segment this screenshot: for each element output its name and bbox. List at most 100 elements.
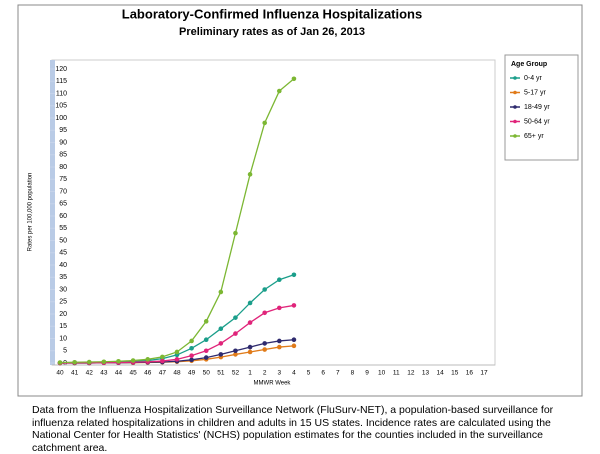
x-tick-label: 14 bbox=[437, 370, 445, 377]
data-point bbox=[247, 349, 253, 355]
data-point bbox=[291, 272, 297, 278]
y-tick-label: 110 bbox=[56, 90, 67, 97]
data-point bbox=[233, 331, 238, 336]
data-point bbox=[233, 230, 238, 236]
x-tick-label: 12 bbox=[407, 370, 415, 377]
y-tick-label: 90 bbox=[59, 139, 67, 146]
data-point bbox=[57, 360, 63, 365]
x-tick-label: 50 bbox=[203, 370, 211, 377]
data-point bbox=[247, 172, 253, 177]
y-tick-label: 75 bbox=[59, 176, 67, 183]
x-tick-label: 51 bbox=[217, 370, 225, 377]
data-point bbox=[233, 315, 238, 320]
x-axis-label: MMWR Week bbox=[254, 381, 292, 387]
y-tick-label: 40 bbox=[59, 262, 67, 269]
data-point bbox=[174, 357, 180, 362]
data-point bbox=[262, 287, 267, 292]
y-tick-label: 70 bbox=[59, 188, 67, 195]
y-tick-label: 60 bbox=[59, 213, 67, 220]
data-point bbox=[189, 353, 194, 358]
data-point bbox=[203, 337, 209, 343]
y-tick-label: 30 bbox=[59, 286, 67, 293]
x-tick-label: 8 bbox=[351, 370, 355, 377]
data-point bbox=[218, 326, 224, 332]
x-tick-label: 16 bbox=[466, 370, 474, 377]
data-point bbox=[277, 344, 282, 350]
data-point bbox=[277, 277, 282, 283]
data-point bbox=[247, 344, 253, 350]
x-tick-label: 6 bbox=[321, 370, 325, 377]
x-tick-label: 7 bbox=[336, 370, 340, 377]
data-point bbox=[218, 341, 224, 346]
y-axis-label: Rates per 100,000 population bbox=[28, 173, 34, 252]
data-point bbox=[218, 289, 224, 295]
data-point bbox=[189, 338, 194, 344]
legend-label: 0-4 yr bbox=[524, 75, 543, 82]
data-point bbox=[203, 348, 209, 354]
y-tick-label: 100 bbox=[55, 115, 67, 122]
data-point bbox=[262, 347, 267, 352]
legend-dot bbox=[513, 105, 517, 109]
data-point bbox=[262, 120, 267, 126]
data-point bbox=[218, 352, 224, 357]
data-point bbox=[189, 346, 194, 351]
legend-dot bbox=[513, 134, 517, 138]
data-point bbox=[291, 303, 297, 308]
chart: Laboratory-Confirmed Influenza Hospitali… bbox=[17, 4, 583, 397]
data-point bbox=[116, 358, 121, 364]
x-tick-label: 43 bbox=[100, 370, 108, 377]
data-point bbox=[130, 358, 136, 363]
data-point bbox=[247, 300, 253, 306]
data-point bbox=[262, 310, 267, 316]
y-tick-label: 10 bbox=[59, 335, 67, 342]
data-point bbox=[160, 354, 165, 360]
x-tick-label: 9 bbox=[365, 370, 369, 377]
x-tick-label: 17 bbox=[480, 370, 488, 377]
data-point bbox=[160, 358, 165, 364]
y-tick-label: 80 bbox=[59, 164, 67, 171]
y-tick-label: 5 bbox=[63, 348, 67, 355]
data-point bbox=[145, 357, 151, 362]
legend-title: Age Group bbox=[511, 61, 547, 68]
x-tick-label: 41 bbox=[71, 370, 79, 377]
data-point bbox=[277, 338, 282, 344]
x-tick-label: 46 bbox=[144, 370, 152, 377]
data-point bbox=[72, 359, 77, 365]
data-point bbox=[291, 337, 297, 343]
x-tick-label: 45 bbox=[129, 370, 137, 377]
legend-label: 65+ yr bbox=[524, 133, 544, 140]
y-tick-label: 25 bbox=[59, 299, 67, 306]
data-point bbox=[101, 359, 107, 365]
x-tick-label: 1 bbox=[248, 370, 252, 377]
y-tick-label: 85 bbox=[59, 152, 67, 159]
x-tick-label: 11 bbox=[393, 370, 400, 377]
data-point bbox=[277, 305, 282, 311]
legend-label: 18-49 yr bbox=[524, 104, 550, 111]
x-tick-label: 15 bbox=[451, 370, 459, 377]
legend-dot bbox=[513, 119, 517, 124]
data-point bbox=[86, 359, 92, 365]
y-tick-label: 55 bbox=[59, 225, 67, 232]
y-tick-label: 115 bbox=[56, 78, 67, 85]
y-tick-label: 120 bbox=[55, 66, 67, 73]
x-tick-label: 40 bbox=[56, 370, 64, 377]
data-point bbox=[233, 348, 238, 354]
x-tick-label: 49 bbox=[188, 370, 196, 377]
x-tick-label: 2 bbox=[263, 370, 267, 377]
legend-dot bbox=[513, 90, 517, 95]
y-tick-label: 45 bbox=[59, 250, 67, 257]
data-point bbox=[203, 355, 209, 360]
y-tick-label: 20 bbox=[59, 311, 67, 318]
x-tick-label: 5 bbox=[307, 370, 311, 377]
footnote: Data from the Influenza Hospitalization … bbox=[32, 404, 554, 454]
chart-subtitle: Preliminary rates as of Jan 26, 2013 bbox=[179, 26, 365, 38]
x-tick-label: 42 bbox=[86, 370, 94, 377]
legend-label: 5-17 yr bbox=[524, 89, 546, 96]
y-tick-label: 65 bbox=[59, 201, 67, 208]
y-tick-label: 95 bbox=[59, 127, 67, 134]
y-tick-label: 35 bbox=[59, 274, 67, 281]
y-tick-label: 50 bbox=[59, 237, 67, 244]
data-point bbox=[174, 349, 180, 355]
data-point bbox=[291, 343, 297, 349]
